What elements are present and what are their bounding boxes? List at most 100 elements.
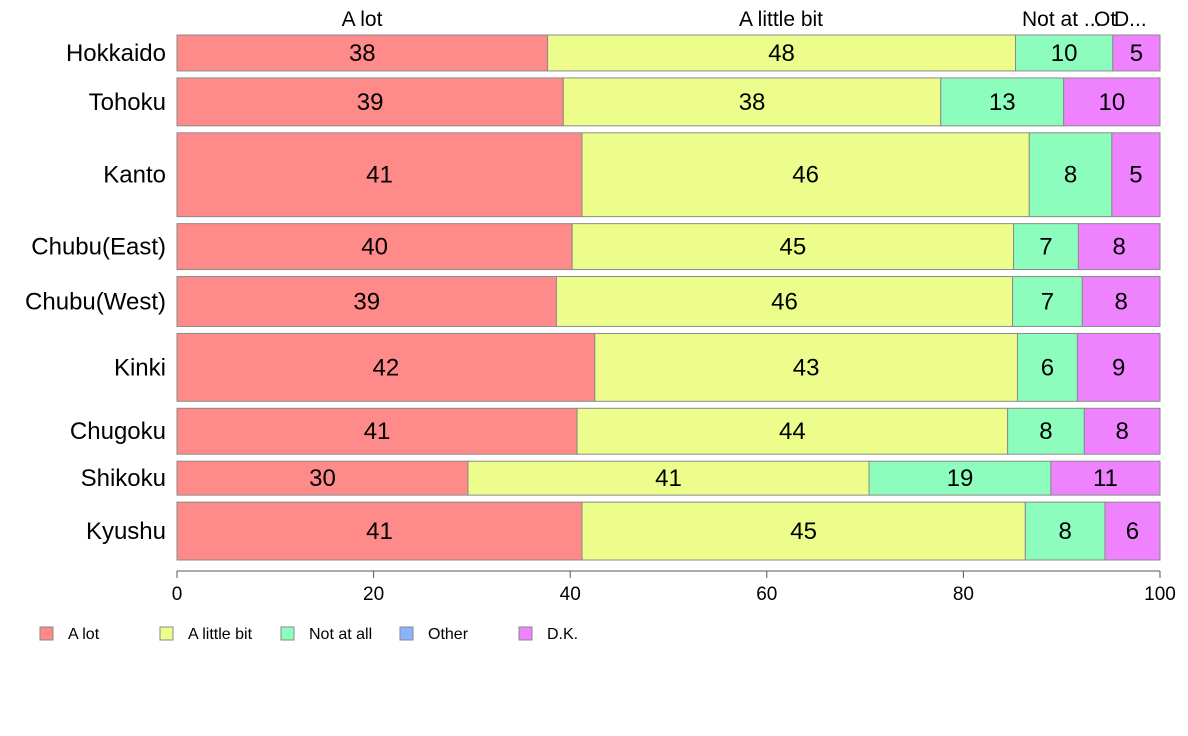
legend: A lot A little bit Not at all Other D.K.	[39, 626, 578, 643]
data-label: 11	[1093, 465, 1118, 492]
bar-segment	[940, 77, 1065, 127]
bar-segment	[176, 276, 557, 327]
data-label: 45	[779, 234, 806, 261]
bar-segment	[176, 77, 564, 127]
data-label: 10	[1051, 40, 1078, 67]
x-tick-label: 100	[1144, 584, 1176, 605]
data-label: 10	[1098, 89, 1125, 116]
bar-segment	[868, 460, 1052, 496]
data-label: 46	[771, 288, 798, 315]
x-tick-label: 0	[172, 584, 183, 605]
bar-segment	[176, 34, 549, 72]
bar-segment	[1081, 276, 1161, 327]
top-series-label: A lot	[342, 8, 383, 31]
data-label: 40	[361, 234, 388, 261]
data-label: 45	[790, 518, 817, 545]
data-label: 8	[1058, 518, 1071, 545]
legend-swatch	[518, 626, 533, 641]
bar-segment	[176, 223, 573, 271]
row-label-hokkaido: Hokkaido	[66, 40, 166, 67]
bar-segment	[1063, 77, 1161, 127]
data-label: 38	[739, 89, 766, 116]
data-label: 41	[655, 465, 682, 492]
bar-segment	[1083, 407, 1161, 455]
data-label: 39	[353, 288, 380, 315]
bar-segment	[1007, 407, 1085, 455]
bar-segment	[1076, 332, 1161, 402]
data-label: 46	[792, 162, 819, 189]
row-label-kinki: Kinki	[114, 354, 166, 381]
bar-segment	[1104, 501, 1161, 561]
bar-segment	[176, 407, 578, 455]
top-labels-layer: A lot A little bit Not at ...OtD...	[342, 8, 1147, 31]
top-series-label: Not at ...	[1022, 8, 1101, 31]
legend-swatch	[159, 626, 174, 641]
data-label: 7	[1041, 288, 1054, 315]
legend-swatch	[399, 626, 414, 641]
x-axis: 0 20 40 60 80 100	[172, 570, 1176, 605]
data-label: 8	[1113, 234, 1126, 261]
data-label: 44	[779, 418, 806, 445]
legend-label: A little bit	[188, 626, 253, 643]
bar-segment	[1050, 460, 1161, 496]
legend-label: Other	[428, 626, 469, 643]
bar-segment	[176, 460, 469, 496]
data-label: 19	[947, 465, 974, 492]
data-label: 13	[989, 89, 1016, 116]
data-label: 42	[373, 354, 400, 381]
legend-label: Not at all	[309, 626, 372, 643]
data-label: 8	[1064, 162, 1077, 189]
data-label: 8	[1114, 288, 1127, 315]
data-label: 8	[1039, 418, 1052, 445]
bar-segment	[1077, 223, 1161, 271]
bar-segment	[176, 132, 583, 218]
x-tick-label: 40	[560, 584, 581, 605]
legend-swatch	[280, 626, 295, 641]
legend-swatch	[39, 626, 54, 641]
data-label: 30	[309, 465, 336, 492]
bar-segment	[1111, 132, 1161, 218]
bar-segment	[1024, 501, 1106, 561]
top-series-label: A little bit	[739, 8, 823, 31]
bar-segment	[1112, 34, 1161, 72]
data-label: 48	[768, 40, 795, 67]
data-label: 41	[364, 418, 391, 445]
bar-segment	[571, 223, 1015, 271]
x-tick-label: 60	[756, 584, 777, 605]
row-label-shikoku: Shikoku	[81, 465, 166, 492]
x-tick-label: 20	[363, 584, 384, 605]
data-label: 9	[1112, 354, 1125, 381]
top-series-label: Ot	[1094, 8, 1116, 31]
bar-segment	[547, 34, 1016, 72]
bar-segment	[581, 132, 1030, 218]
row-label-kanto: Kanto	[103, 162, 166, 189]
row-labels-layer: Hokkaido Tohoku Kanto Chubu(East) Chubu(West…	[25, 40, 166, 545]
data-label: 6	[1126, 518, 1139, 545]
row-label-tohoku: Tohoku	[89, 89, 166, 116]
legend-label: D.K.	[547, 626, 578, 643]
data-label: 7	[1039, 234, 1052, 261]
bar-segment	[1014, 34, 1114, 72]
row-label-chubu-east: Chubu(East)	[31, 234, 166, 261]
data-label: 41	[366, 162, 393, 189]
row-label-chugoku: Chugoku	[70, 418, 166, 445]
bar-segment	[562, 77, 942, 127]
x-tick-label: 80	[953, 584, 974, 605]
data-label: 41	[366, 518, 393, 545]
bar-segment	[1016, 332, 1078, 402]
top-series-label: D...	[1114, 8, 1147, 31]
data-label: 8	[1115, 418, 1128, 445]
data-label: 43	[793, 354, 820, 381]
data-label: 39	[357, 89, 384, 116]
bar-segment	[581, 501, 1026, 561]
row-label-chubu-west: Chubu(West)	[25, 288, 166, 315]
bar-segment	[594, 332, 1018, 402]
row-label-kyushu: Kyushu	[86, 518, 166, 545]
data-label: 5	[1130, 40, 1143, 67]
data-label: 5	[1129, 162, 1142, 189]
bar-segment	[176, 332, 596, 402]
data-label: 6	[1041, 354, 1054, 381]
bar-segment	[555, 276, 1014, 327]
